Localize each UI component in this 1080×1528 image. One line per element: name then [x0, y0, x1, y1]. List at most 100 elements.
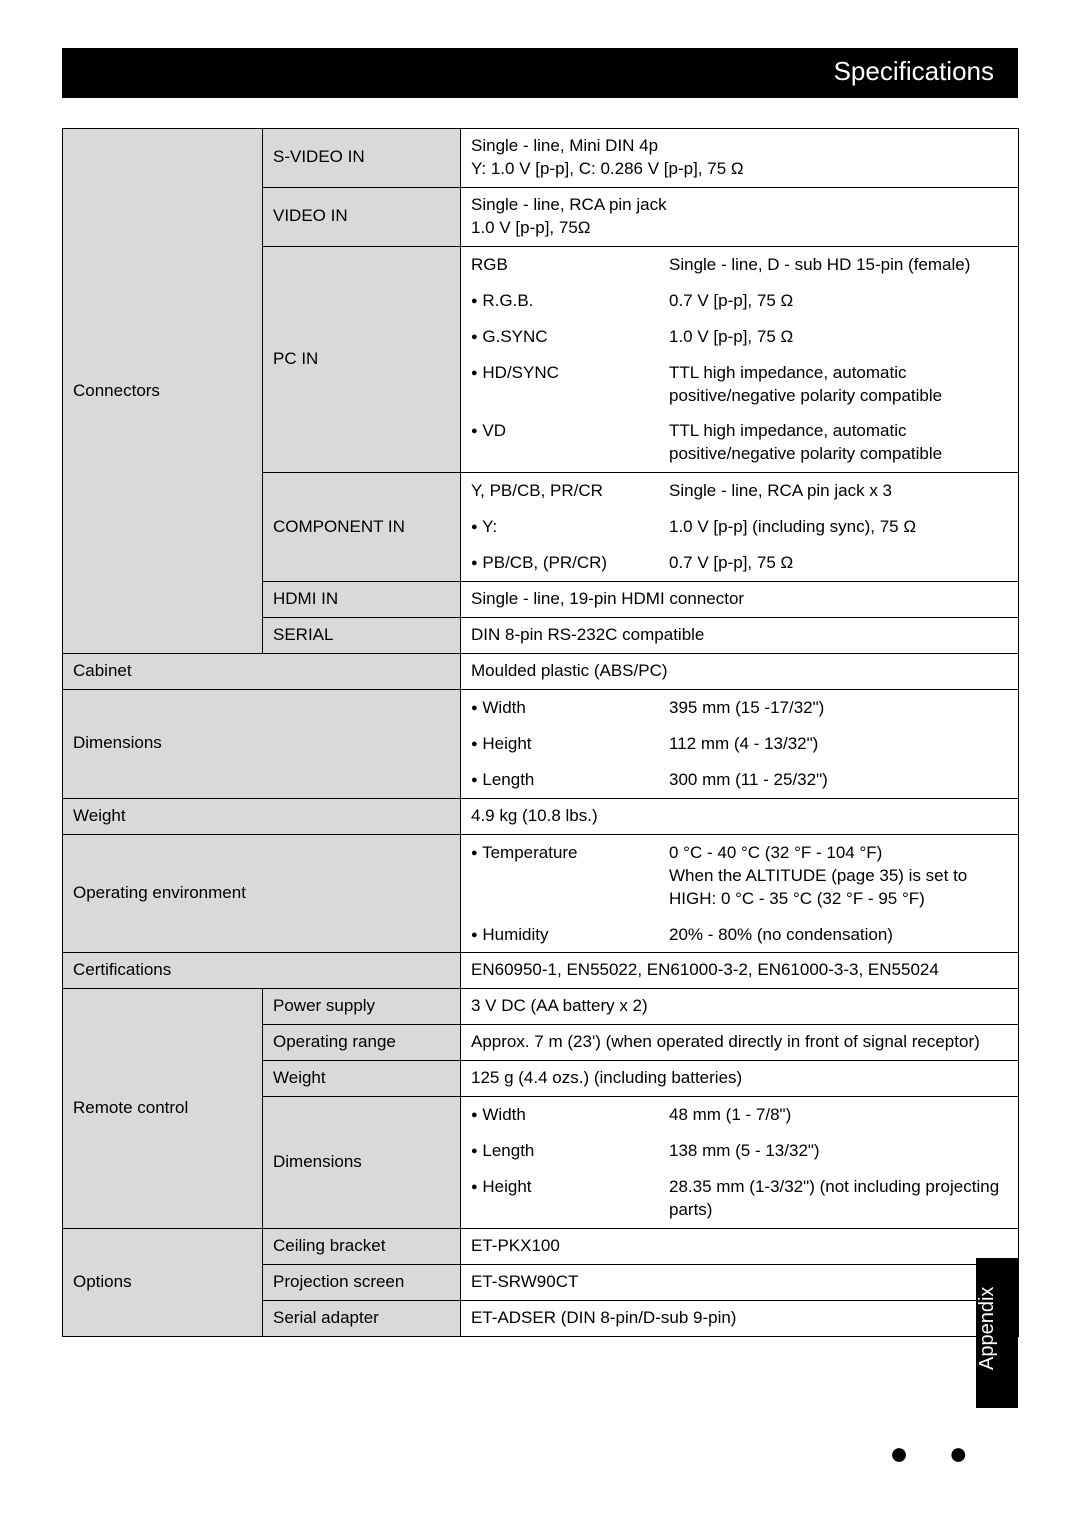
- weight-value: 4.9 kg (10.8 lbs.): [461, 798, 1019, 834]
- options-label: Options: [63, 1228, 263, 1336]
- pager-dots-icon: ●●: [889, 1435, 1008, 1472]
- remote-dims-values: Width 48 mm (1 - 7/8") Length 138 mm (5 - …: [461, 1097, 1019, 1229]
- env-k0: Temperature: [482, 843, 577, 862]
- bullet-icon: [471, 291, 478, 310]
- pcin-k3: HD/SYNC: [482, 363, 559, 382]
- table-row: Connectors S-VIDEO IN Single - line, Min…: [63, 129, 1019, 188]
- dim-k2: Length: [482, 770, 534, 789]
- cabinet-value: Moulded plastic (ABS/PC): [461, 654, 1019, 690]
- serial-label: SERIAL: [263, 618, 461, 654]
- connectors-label: Connectors: [63, 129, 263, 654]
- comp-k2: PB/CB, (PR/CR): [482, 553, 607, 572]
- bullet-icon: [471, 553, 478, 572]
- opt-v2: ET-ADSER (DIN 8-pin/D-sub 9-pin): [461, 1300, 1019, 1336]
- bullet-icon: [471, 770, 478, 789]
- opt-k1: Projection screen: [263, 1264, 461, 1300]
- appendix-side-tab: Appendix: [976, 1258, 1018, 1408]
- dim-k0: Width: [482, 698, 525, 717]
- env-v0: 0 °C - 40 °C (32 °F - 104 °F) When the A…: [669, 842, 1008, 911]
- comp-k1: Y:: [482, 517, 497, 536]
- pcin-v0: Single - line, D - sub HD 15-pin (female…: [669, 254, 1008, 277]
- bullet-icon: [471, 698, 478, 717]
- comp-v0: Single - line, RCA pin jack x 3: [669, 480, 1008, 503]
- table-row: Dimensions Width 395 mm (15 -17/32") Heig…: [63, 689, 1019, 798]
- video-value: Single - line, RCA pin jack 1.0 V [p-p],…: [461, 187, 1019, 246]
- bullet-icon: [471, 327, 478, 346]
- pcin-label: PC IN: [263, 246, 461, 473]
- rdim-v0: 48 mm (1 - 7/8"): [669, 1104, 1008, 1127]
- spec-table-wrap: Connectors S-VIDEO IN Single - line, Min…: [62, 128, 1018, 1337]
- page-title: Specifications: [834, 56, 994, 87]
- page: Specifications Connectors S-VIDEO IN Sin…: [0, 0, 1080, 1528]
- spec-table: Connectors S-VIDEO IN Single - line, Min…: [62, 128, 1019, 1337]
- remote-weight-value: 125 g (4.4 ozs.) (including batteries): [461, 1061, 1019, 1097]
- env-v1: 20% - 80% (no condensation): [669, 924, 1008, 947]
- svideo-value: Single - line, Mini DIN 4p Y: 1.0 V [p-p…: [461, 129, 1019, 188]
- component-values: Y, PB/CB, PR/CR Single - line, RCA pin ja…: [461, 473, 1019, 582]
- pcin-v2: 1.0 V [p-p], 75 Ω: [669, 326, 1008, 349]
- table-row: Options Ceiling bracket ET-PKX100: [63, 1228, 1019, 1264]
- dim-v2: 300 mm (11 - 25/32"): [669, 769, 1008, 792]
- env-label: Operating environment: [63, 834, 461, 953]
- opt-k2: Serial adapter: [263, 1300, 461, 1336]
- table-row: Remote control Power supply 3 V DC (AA b…: [63, 989, 1019, 1025]
- dim-k1: Height: [482, 734, 531, 753]
- table-row: Operating environment Temperature 0 °C - …: [63, 834, 1019, 953]
- rdim-v2: 28.35 mm (1-3/32") (not including projec…: [669, 1176, 1008, 1222]
- pcin-v4: TTL high impedance, automatic positive/n…: [669, 420, 1008, 466]
- table-row: Cabinet Moulded plastic (ABS/PC): [63, 654, 1019, 690]
- bullet-icon: [471, 1141, 478, 1160]
- serial-value: DIN 8-pin RS-232C compatible: [461, 618, 1019, 654]
- bullet-icon: [471, 843, 478, 862]
- opt-k0: Ceiling bracket: [263, 1228, 461, 1264]
- svideo-label: S-VIDEO IN: [263, 129, 461, 188]
- remote-label: Remote control: [63, 989, 263, 1229]
- remote-power-value: 3 V DC (AA battery x 2): [461, 989, 1019, 1025]
- remote-dims-label: Dimensions: [263, 1097, 461, 1229]
- weight-label: Weight: [63, 798, 461, 834]
- bullet-icon: [471, 925, 478, 944]
- comp-v2: 0.7 V [p-p], 75 Ω: [669, 552, 1008, 575]
- pcin-k4: VD: [482, 421, 506, 440]
- comp-v1: 1.0 V [p-p] (including sync), 75 Ω: [669, 516, 1008, 539]
- bullet-icon: [471, 363, 478, 382]
- hdmi-value: Single - line, 19-pin HDMI connector: [461, 582, 1019, 618]
- dim-v0: 395 mm (15 -17/32"): [669, 697, 1008, 720]
- pcin-v3: TTL high impedance, automatic positive/n…: [669, 362, 1008, 408]
- pcin-v1: 0.7 V [p-p], 75 Ω: [669, 290, 1008, 313]
- hdmi-label: HDMI IN: [263, 582, 461, 618]
- rdim-v1: 138 mm (5 - 13/32"): [669, 1140, 1008, 1163]
- dimensions-label: Dimensions: [63, 689, 461, 798]
- pcin-k1: R.G.B.: [482, 291, 533, 310]
- bullet-icon: [471, 1105, 478, 1124]
- cabinet-label: Cabinet: [63, 654, 461, 690]
- component-label: COMPONENT IN: [263, 473, 461, 582]
- cert-value: EN60950-1, EN55022, EN61000-3-2, EN61000…: [461, 953, 1019, 989]
- comp-k0: Y, PB/CB, PR/CR: [471, 481, 603, 500]
- header-bar: Specifications: [62, 48, 1018, 98]
- pcin-k2: G.SYNC: [482, 327, 547, 346]
- opt-v0: ET-PKX100: [461, 1228, 1019, 1264]
- table-row: Weight 4.9 kg (10.8 lbs.): [63, 798, 1019, 834]
- remote-range-label: Operating range: [263, 1025, 461, 1061]
- dim-v1: 112 mm (4 - 13/32"): [669, 733, 1008, 756]
- bullet-icon: [471, 517, 478, 536]
- cert-label: Certifications: [63, 953, 461, 989]
- pcin-k0: RGB: [471, 255, 508, 274]
- rdim-k2: Height: [482, 1177, 531, 1196]
- bullet-icon: [471, 421, 478, 440]
- table-row: Certifications EN60950-1, EN55022, EN610…: [63, 953, 1019, 989]
- bullet-icon: [471, 1177, 478, 1196]
- remote-range-value: Approx. 7 m (23') (when operated directl…: [461, 1025, 1019, 1061]
- env-values: Temperature 0 °C - 40 °C (32 °F - 104 °F)…: [461, 834, 1019, 953]
- bullet-icon: [471, 734, 478, 753]
- pcin-values: RGB Single - line, D - sub HD 15-pin (fem…: [461, 246, 1019, 473]
- rdim-k1: Length: [482, 1141, 534, 1160]
- rdim-k0: Width: [482, 1105, 525, 1124]
- remote-power-label: Power supply: [263, 989, 461, 1025]
- opt-v1: ET-SRW90CT: [461, 1264, 1019, 1300]
- env-k1: Humidity: [482, 925, 548, 944]
- remote-weight-label: Weight: [263, 1061, 461, 1097]
- dimensions-values: Width 395 mm (15 -17/32") Height 112 mm (4…: [461, 689, 1019, 798]
- video-label: VIDEO IN: [263, 187, 461, 246]
